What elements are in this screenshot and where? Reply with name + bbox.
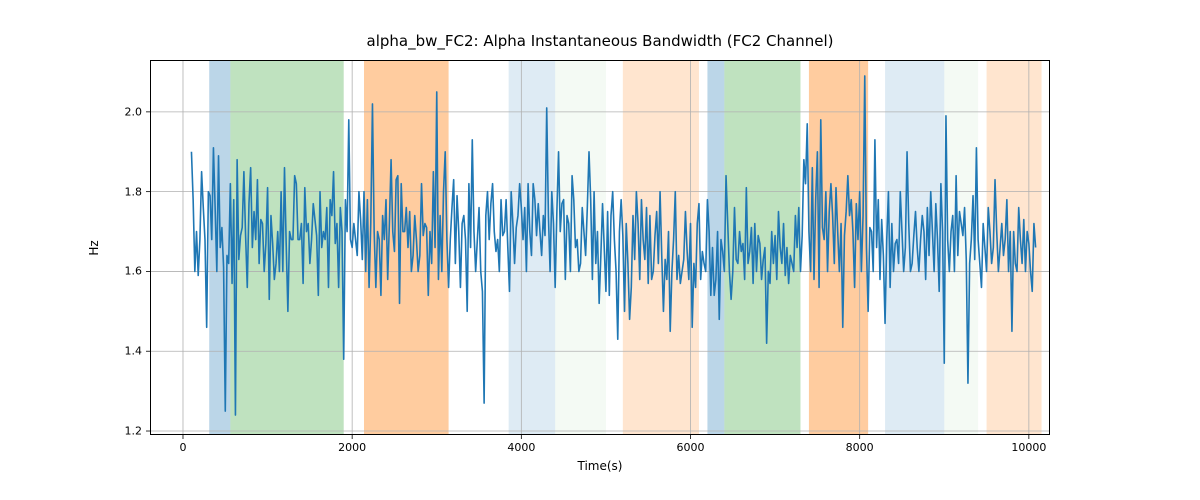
y-axis-label: Hz xyxy=(87,240,101,255)
x-tick-label: 10000 xyxy=(1011,441,1046,454)
y-tick-label: 1.2 xyxy=(114,425,142,438)
band xyxy=(944,60,978,435)
x-tick-label: 0 xyxy=(179,441,186,454)
x-tick-label: 6000 xyxy=(677,441,705,454)
figure: alpha_bw_FC2: Alpha Instantaneous Bandwi… xyxy=(0,0,1200,500)
chart-title: alpha_bw_FC2: Alpha Instantaneous Bandwi… xyxy=(0,32,1200,50)
y-tick-label: 2.0 xyxy=(114,105,142,118)
y-tick-label: 1.8 xyxy=(114,185,142,198)
x-axis-label: Time(s) xyxy=(0,459,1200,473)
x-tick-label: 8000 xyxy=(846,441,874,454)
plot-area xyxy=(150,60,1050,435)
y-tick-label: 1.6 xyxy=(114,265,142,278)
x-tick-label: 2000 xyxy=(338,441,366,454)
y-tick-label: 1.4 xyxy=(114,345,142,358)
x-tick-label: 4000 xyxy=(507,441,535,454)
